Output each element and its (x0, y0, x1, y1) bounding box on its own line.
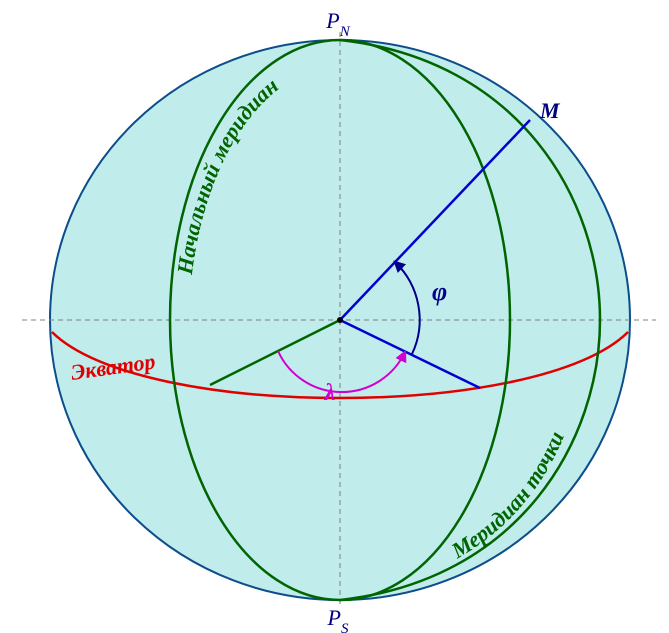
center-dot (337, 317, 343, 323)
label-lambda: λ (324, 380, 336, 406)
label-phi: φ (432, 277, 447, 306)
label-m: M (539, 98, 561, 123)
label-ps: PS (327, 605, 349, 633)
label-pn: PN (325, 8, 350, 40)
